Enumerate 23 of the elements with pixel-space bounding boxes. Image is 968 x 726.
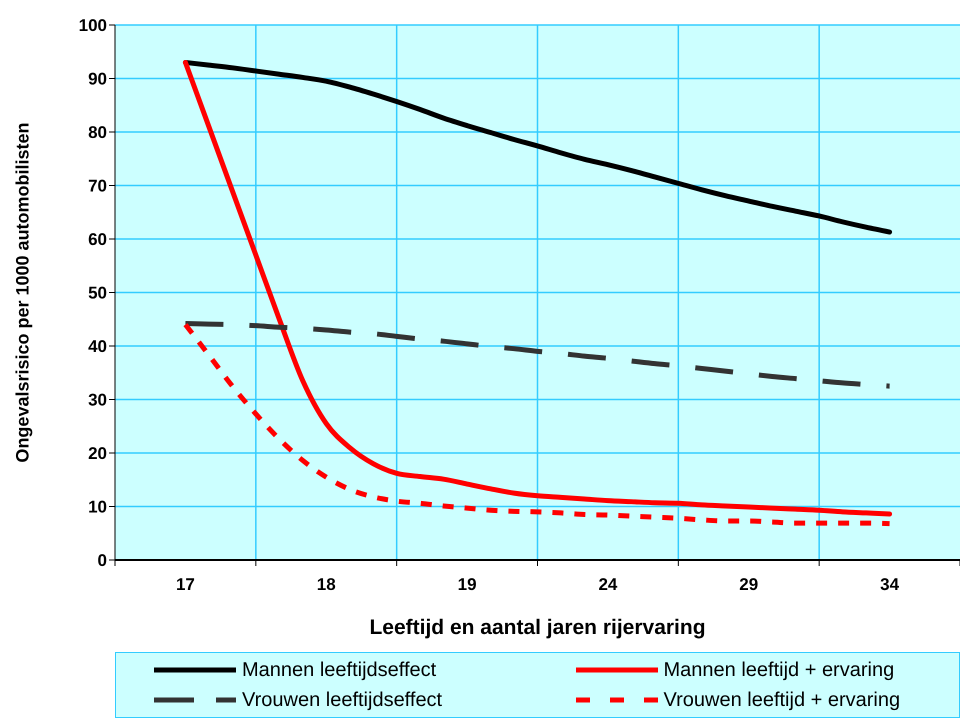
y-tick-label: 40 [88,337,107,356]
y-tick-label: 20 [88,444,107,464]
legend-label: Vrouwen leeftijd + ervaring [664,688,900,712]
x-tick-label: 34 [880,575,900,594]
x-tick-label: 19 [458,575,477,594]
y-tick-label: 0 [98,551,107,570]
y-tick-label: 30 [88,390,107,410]
y-axis-title: Ongevalsrisico per 1000 automobilisten [12,122,32,463]
x-axis-title: Leeftijd en aantal jaren rijervaring [369,616,706,639]
y-tick-label: 50 [88,284,107,303]
y-tick-label: 90 [88,70,107,89]
y-tick-label: 10 [88,498,107,517]
x-tick-label: 18 [316,575,336,594]
y-tick-label: 60 [88,230,107,250]
legend-label: Vrouwen leeftijdseffect [242,688,442,712]
y-tick-label: 100 [78,16,107,36]
x-tick-label: 24 [598,575,618,594]
y-tick-label: 80 [88,123,107,142]
y-tick-label: 70 [88,176,107,196]
legend-label: Mannen leeftijd + ervaring [664,658,894,682]
x-tick-label: 17 [176,575,195,594]
x-tick-label: 29 [739,575,758,594]
legend-label: Mannen leeftijdseffect [242,658,436,682]
